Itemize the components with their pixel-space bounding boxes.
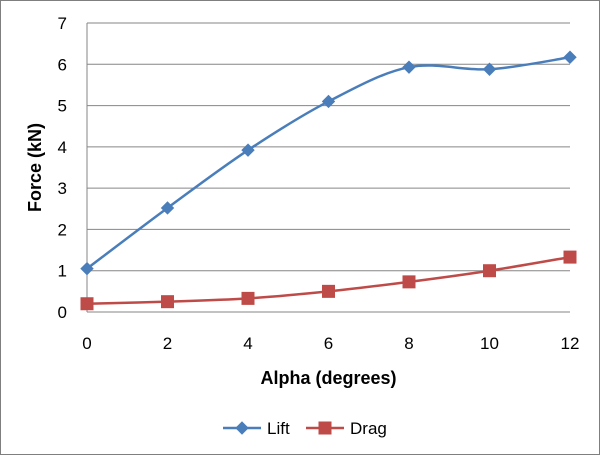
drag-point [402,275,416,289]
lift-point [80,261,94,276]
lift-point [160,201,175,215]
drag-point [80,297,94,311]
y-tick-label: 6 [58,55,67,74]
lift-series [80,50,577,276]
lift-point [321,94,336,109]
drag-point [161,295,174,309]
lift-point [241,143,255,157]
y-tick-label: 1 [58,262,67,281]
y-axis-title: Force (kN) [25,123,45,212]
legend-marker-lift [235,421,249,435]
lift-point [563,50,577,64]
legend-item-lift: Lift [223,419,290,438]
legend-label-drag: Drag [350,419,387,438]
drag-series [80,250,577,311]
series-layer [80,50,577,311]
y-tick-label: 3 [58,179,67,198]
legend-marker-drag [318,421,332,435]
drag-point [563,250,577,264]
lift-point [482,62,497,76]
lift-line [86,56,571,270]
gridlines [87,22,570,272]
x-tick-labels: 0 2 4 6 8 10 12 [82,334,579,353]
drag-point [322,284,335,298]
legend: Lift Drag [223,419,387,438]
y-tick-label: 4 [58,138,67,157]
x-axis-title: Alpha (degrees) [260,368,396,388]
lift-point [402,60,416,74]
x-tick-label: 8 [404,334,413,353]
x-tick-label: 10 [480,334,499,353]
drag-point [241,291,255,305]
y-tick-label: 0 [58,303,67,322]
y-tick-label: 2 [58,220,67,239]
y-tick-label: 7 [58,14,67,33]
drag-point [483,264,496,278]
y-tick-label: 5 [58,97,67,116]
y-tick-labels: 0 1 2 3 4 5 6 7 [58,14,67,322]
legend-label-lift: Lift [267,419,290,438]
legend-item-drag: Drag [306,419,387,438]
x-tick-label: 0 [82,334,91,353]
x-tick-label: 6 [324,334,333,353]
x-tick-label: 2 [163,334,172,353]
x-tick-label: 4 [243,334,252,353]
x-tick-label: 12 [561,334,580,353]
